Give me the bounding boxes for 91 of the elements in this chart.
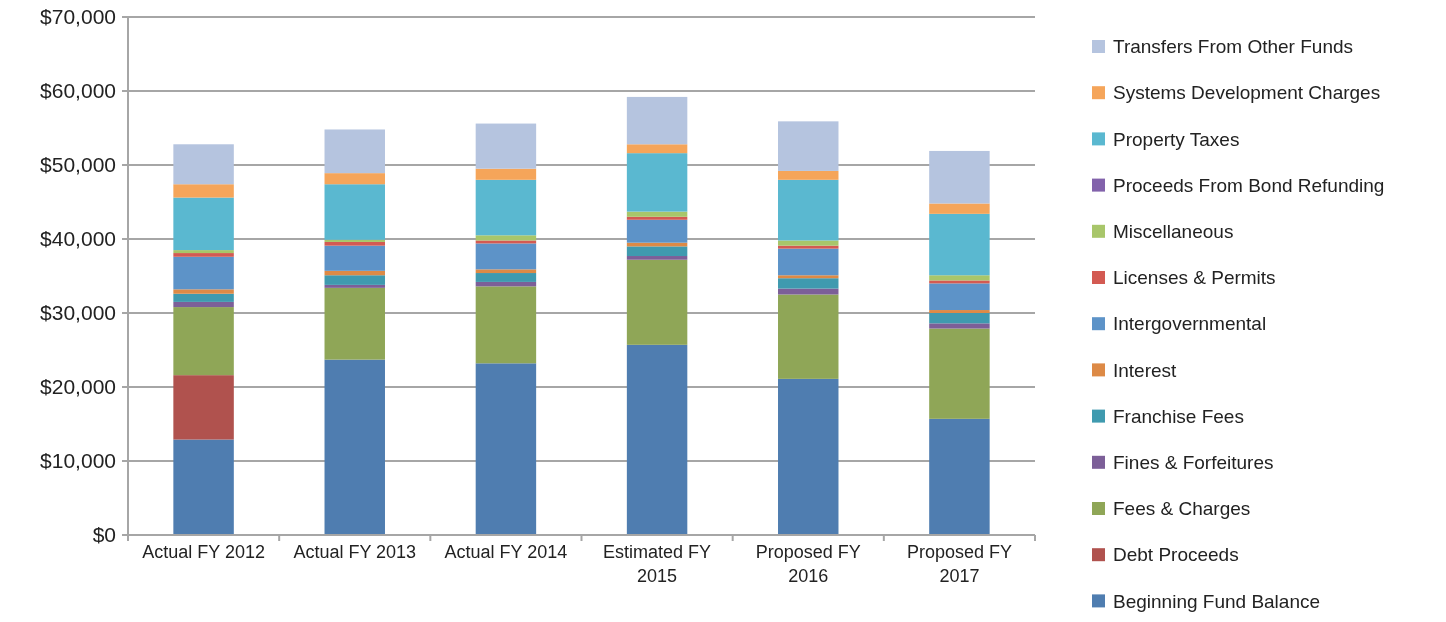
bar [324,275,385,285]
bar [778,278,839,289]
bar [173,307,234,376]
bar [173,256,234,290]
legend-label: Miscellaneous [1113,220,1234,242]
bar [778,294,839,379]
bar [475,168,537,180]
legend-label: Fines & Forfeitures [1113,451,1274,473]
bar [929,280,990,284]
bar [929,313,990,324]
bar [626,96,688,145]
bar [173,144,234,185]
x-tick-label: Actual FY 2013 [293,542,417,562]
bar [626,219,688,243]
bar [475,286,537,364]
bar [626,216,688,220]
bar [324,241,385,246]
bar [324,284,385,288]
bar [324,184,385,240]
y-tick-label: $20,000 [40,375,116,399]
y-tick-label: $30,000 [40,301,116,325]
bar [778,288,839,295]
bar [626,211,688,217]
legend-label: Licenses & Permits [1113,267,1276,289]
bar [475,179,537,236]
bar [626,256,688,260]
legend-label: Debt Proceeds [1113,544,1239,566]
legend-label: Beginning Fund Balance [1113,590,1321,612]
bar [324,239,385,242]
x-tick-label: Actual FY 2014 [444,542,568,562]
y-tick-label: $70,000 [40,5,116,29]
bar [173,293,234,302]
bar [475,240,537,244]
bar [475,235,537,241]
bar [475,269,537,274]
bar [778,240,839,246]
bar [324,245,385,271]
legend-label: Intergovernmental [1113,313,1267,335]
bar [626,153,688,212]
bar [626,144,688,154]
legend-label: Proceeds From Bond Refunding [1113,174,1385,196]
bar [778,245,839,249]
legend-label: Fees & Charges [1113,498,1251,520]
y-tick-label: $50,000 [40,153,116,177]
bar [929,150,990,204]
bar [324,173,385,185]
bar [173,289,234,294]
legend-label: Transfers From Other Funds [1113,36,1354,58]
y-tick-label: $0 [92,523,116,547]
x-tick-label: Actual FY 2012 [142,542,265,562]
y-tick-label: $10,000 [40,449,116,473]
x-tick-label: Estimated FY 2015 [603,542,712,586]
bar [929,328,990,419]
legend-label: Property Taxes [1113,128,1240,150]
legend-label: Franchise Fees [1113,405,1244,427]
bar [173,375,234,440]
legend-label: Systems Development Charges [1113,82,1381,104]
bar [324,359,385,535]
bar [475,281,537,287]
bar [929,323,990,329]
bar [929,203,990,214]
bar [324,270,385,276]
bar [778,170,839,180]
bar [929,275,990,281]
bar [929,418,990,535]
bar [929,213,990,276]
bar [778,248,839,276]
bar [778,179,839,241]
bar [173,197,234,251]
bar [778,378,839,535]
x-tick-label: Proposed FY 2017 [906,542,1012,586]
y-tick-label: $60,000 [40,79,116,103]
bar [929,283,990,311]
bar [626,246,688,257]
bar [324,287,385,360]
bar [475,123,537,169]
bar [778,121,839,171]
bar [475,273,537,282]
bar [778,275,839,279]
legend-label: Interest [1113,359,1178,381]
bar [324,129,385,174]
y-tick-label: $40,000 [40,227,116,251]
bar [626,259,688,345]
x-tick-label: Proposed FY 2016 [755,542,861,586]
bar [626,344,688,535]
bar [173,301,234,308]
bar [173,439,234,535]
bar [929,310,990,313]
bar [475,363,537,535]
bar [475,243,537,270]
bar [173,184,234,198]
